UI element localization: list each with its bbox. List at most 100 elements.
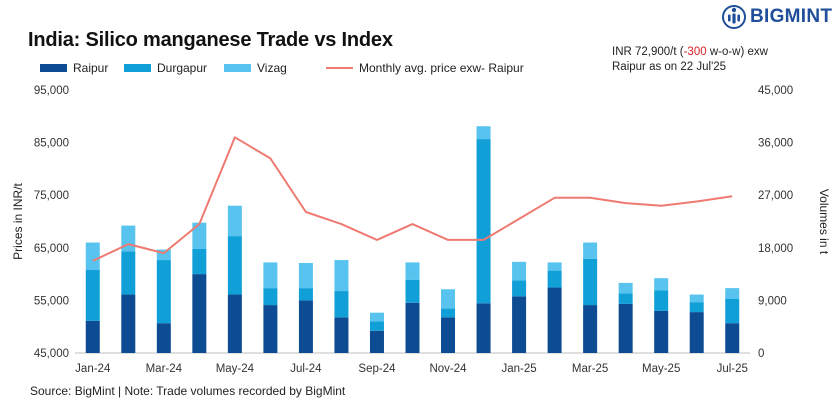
bar-raipur bbox=[227, 294, 242, 353]
y-left-tick-label: 55,000 bbox=[34, 295, 69, 307]
legend-swatch-raipur bbox=[40, 64, 67, 72]
bar-vizag bbox=[192, 222, 207, 249]
legend-label-raipur: Raipur bbox=[73, 61, 109, 75]
bar-vizag bbox=[227, 205, 242, 237]
legend-swatch-durgapur bbox=[124, 64, 151, 72]
legend-label-vizag: Vizag bbox=[257, 61, 287, 75]
y-right-tick-label: 36,000 bbox=[758, 138, 793, 150]
bar-durgapur bbox=[227, 236, 242, 295]
price-note-change: -300 bbox=[683, 46, 707, 58]
bar-raipur bbox=[654, 310, 669, 353]
bar-raipur bbox=[192, 274, 207, 353]
y-right-tick-label: 45,000 bbox=[758, 85, 793, 97]
bar-raipur bbox=[369, 330, 384, 353]
legend-item-durgapur: Durgapur bbox=[124, 61, 224, 75]
bar-vizag bbox=[334, 260, 349, 292]
bar-vizag bbox=[547, 262, 562, 271]
bar-vizag bbox=[618, 282, 633, 294]
price-note-value: INR 72,900/t ( bbox=[612, 46, 684, 58]
bar-vizag bbox=[689, 294, 704, 303]
bar-raipur bbox=[689, 312, 704, 353]
bar-raipur bbox=[583, 305, 598, 353]
legend-label-durgapur: Durgapur bbox=[157, 61, 208, 75]
bar-durgapur bbox=[298, 288, 313, 301]
bar-durgapur bbox=[405, 279, 420, 303]
price-note: INR 72,900/t (-300 w-o-w) exw Raipur as … bbox=[612, 45, 768, 75]
y-left-tick-label: 45,000 bbox=[34, 348, 69, 360]
y-left-axis-label: Prices in INR/t bbox=[11, 182, 25, 259]
bar-durgapur bbox=[156, 260, 171, 324]
y-right-axis-label: Volumes in t bbox=[817, 189, 831, 255]
price-note-line1: INR 72,900/t (-300 w-o-w) exw bbox=[612, 45, 768, 60]
bar-durgapur bbox=[654, 290, 669, 311]
bar-vizag bbox=[725, 288, 740, 299]
bar-raipur bbox=[618, 303, 633, 353]
bar-vizag bbox=[512, 261, 527, 281]
y-left-tick-label: 85,000 bbox=[34, 138, 69, 150]
y-left-tick-label: 65,000 bbox=[34, 243, 69, 255]
bar-vizag bbox=[85, 242, 100, 271]
bar-durgapur bbox=[334, 291, 349, 318]
legend-swatch-vizag bbox=[224, 64, 251, 72]
legend-swatch-price bbox=[326, 67, 353, 69]
bar-vizag bbox=[654, 278, 669, 291]
bar-durgapur bbox=[369, 321, 384, 331]
y-right-tick-label: 18,000 bbox=[758, 243, 793, 255]
x-tick-label: Jul-24 bbox=[290, 363, 322, 375]
bigmint-logo-icon bbox=[722, 5, 746, 29]
bar-durgapur bbox=[121, 251, 136, 295]
bar-raipur bbox=[334, 317, 349, 353]
bar-durgapur bbox=[512, 280, 527, 297]
bar-vizag bbox=[441, 289, 456, 309]
chart-legend: Raipur Durgapur Vizag Monthly avg. price… bbox=[40, 61, 524, 75]
bar-raipur bbox=[298, 300, 313, 353]
x-tick-label: Sep-24 bbox=[358, 363, 396, 375]
x-tick-label: May-25 bbox=[642, 363, 680, 375]
bar-vizag bbox=[476, 126, 491, 140]
bar-durgapur bbox=[192, 248, 207, 275]
bar-durgapur bbox=[85, 270, 100, 321]
bar-raipur bbox=[512, 296, 527, 353]
brand-logo: BIGMINT bbox=[722, 4, 832, 30]
y-right-tick-label: 27,000 bbox=[758, 190, 793, 202]
bar-vizag bbox=[405, 262, 420, 280]
bar-durgapur bbox=[725, 298, 740, 324]
bar-raipur bbox=[547, 287, 562, 353]
bar-durgapur bbox=[263, 288, 278, 306]
price-note-suffix: w-o-w) exw bbox=[706, 46, 768, 58]
bar-vizag bbox=[369, 312, 384, 322]
chart-title: India: Silico manganese Trade vs Index bbox=[28, 29, 393, 51]
x-tick-label: Jan-25 bbox=[501, 363, 536, 375]
legend-label-price: Monthly avg. price exw- Raipur bbox=[359, 61, 524, 75]
bar-raipur bbox=[405, 302, 420, 353]
x-tick-label: Jul-25 bbox=[717, 363, 748, 375]
price-note-line2: Raipur as on 22 Jul'25 bbox=[612, 61, 727, 73]
bar-raipur bbox=[156, 323, 171, 353]
bar-raipur bbox=[85, 320, 100, 353]
bar-vizag bbox=[156, 249, 171, 261]
bar-vizag bbox=[263, 262, 278, 289]
bar-vizag bbox=[298, 262, 313, 289]
x-tick-label: Nov-24 bbox=[429, 363, 467, 375]
bar-durgapur bbox=[583, 258, 598, 306]
y-left-tick-label: 75,000 bbox=[34, 190, 69, 202]
y-right-tick-label: 0 bbox=[758, 348, 764, 360]
source-note: Source: BigMint | Note: Trade volumes re… bbox=[30, 384, 346, 398]
bar-durgapur bbox=[547, 270, 562, 288]
bar-durgapur bbox=[441, 308, 456, 318]
bar-durgapur bbox=[618, 293, 633, 304]
bar-durgapur bbox=[476, 139, 491, 304]
legend-item-vizag: Vizag bbox=[224, 61, 326, 75]
bar-raipur bbox=[476, 303, 491, 353]
bar-raipur bbox=[725, 323, 740, 353]
bar-raipur bbox=[121, 294, 136, 353]
x-tick-label: May-24 bbox=[216, 363, 255, 375]
x-tick-label: Mar-25 bbox=[572, 363, 608, 375]
y-right-tick-label: 9,000 bbox=[758, 295, 787, 307]
x-tick-label: Jan-24 bbox=[75, 363, 111, 375]
y-left-tick-label: 95,000 bbox=[34, 85, 69, 97]
bar-raipur bbox=[441, 317, 456, 353]
x-tick-label: Mar-24 bbox=[146, 363, 183, 375]
brand-name: BIGMINT bbox=[750, 6, 833, 27]
